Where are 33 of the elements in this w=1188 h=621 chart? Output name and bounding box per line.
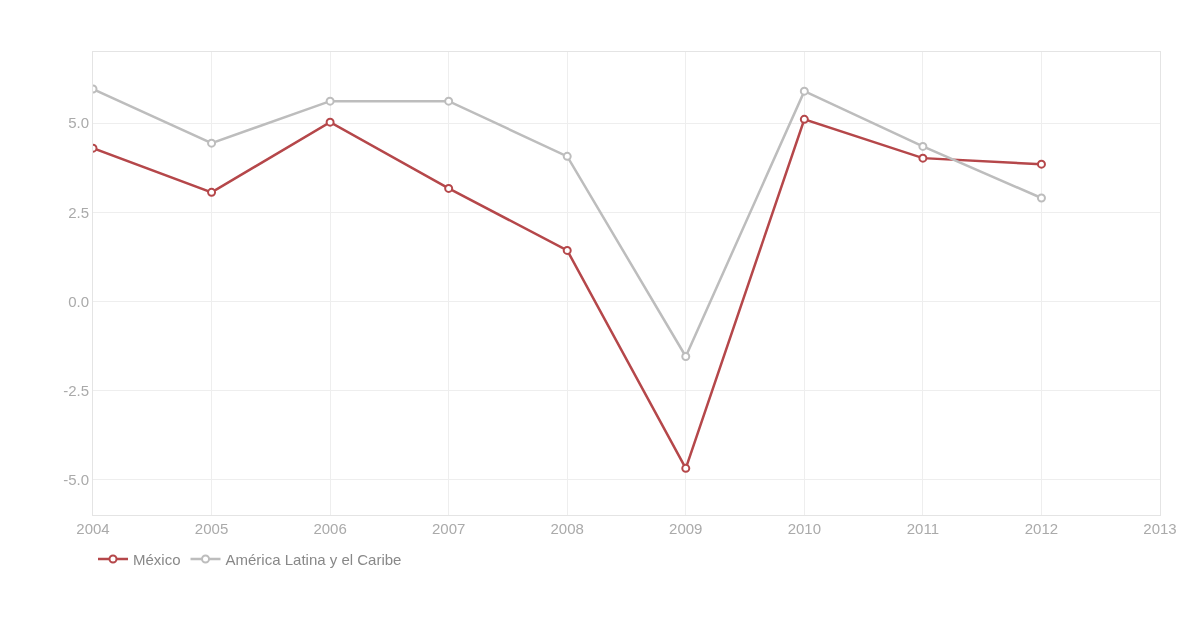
x-tick-label: 2005 (194, 520, 229, 537)
x-tick-label: 2004 (76, 520, 110, 537)
x-tick-label: 2011 (906, 520, 940, 537)
point (681, 352, 691, 362)
legend-label: América Latina y el Caribe (225, 550, 402, 568)
y-tick-label: 2.5 (68, 203, 89, 221)
point (562, 151, 572, 161)
point (325, 96, 335, 106)
y-tick-label: -5.0 (63, 470, 89, 488)
point (207, 138, 217, 148)
x-tick-label: 2012 (1024, 520, 1059, 537)
y-tick-label: -2.5 (63, 381, 89, 399)
x-tick-label: 2008 (550, 520, 584, 537)
point (562, 245, 572, 255)
point (1036, 159, 1046, 169)
legend-label: México (133, 550, 181, 568)
y-tick-label: 5.0 (68, 114, 89, 132)
point (918, 153, 928, 163)
y-tick-label: 0.0 (68, 292, 89, 310)
point (799, 86, 809, 96)
point (444, 96, 454, 106)
point (1036, 193, 1046, 203)
point (325, 117, 335, 127)
point (207, 187, 217, 197)
x-tick-label: 2009 (669, 520, 703, 537)
point (799, 114, 809, 124)
x-tick-label: 2007 (431, 520, 466, 537)
x-tick-label: 2010 (787, 520, 822, 537)
point (918, 141, 928, 151)
x-tick-label: 2006 (313, 520, 347, 537)
point (681, 463, 691, 473)
point (444, 183, 454, 193)
x-tick-label: 2013 (1143, 520, 1177, 537)
